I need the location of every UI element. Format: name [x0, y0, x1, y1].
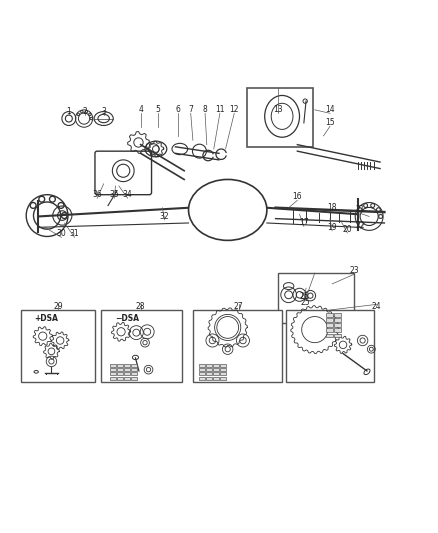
Text: 23: 23: [349, 266, 359, 276]
Bar: [206, 372, 212, 375]
Bar: [278, 273, 354, 323]
Bar: [334, 328, 341, 332]
Bar: [199, 364, 205, 367]
Bar: [199, 368, 205, 371]
Bar: [199, 377, 205, 379]
Text: 18: 18: [328, 203, 337, 212]
Bar: [110, 372, 116, 375]
Bar: [325, 318, 332, 322]
Text: 1: 1: [67, 108, 71, 117]
Bar: [334, 318, 341, 322]
Bar: [206, 364, 212, 367]
Bar: [220, 368, 226, 371]
Text: 29: 29: [53, 302, 63, 311]
Bar: [334, 334, 341, 337]
Text: 8: 8: [203, 106, 208, 114]
Text: 25: 25: [300, 298, 310, 306]
Text: 14: 14: [325, 106, 335, 114]
Text: 27: 27: [234, 302, 244, 311]
Bar: [213, 368, 219, 371]
Text: 32: 32: [160, 212, 170, 221]
Text: 36: 36: [92, 190, 102, 199]
Bar: [199, 372, 205, 375]
Bar: [117, 377, 123, 379]
Bar: [247, 88, 313, 147]
Bar: [325, 328, 332, 332]
Text: 7: 7: [188, 106, 193, 114]
Bar: [131, 364, 137, 367]
Bar: [124, 364, 130, 367]
Bar: [193, 310, 282, 382]
Text: 6: 6: [175, 106, 180, 114]
Text: 24: 24: [372, 302, 381, 311]
Ellipse shape: [188, 180, 267, 240]
Text: −DSA: −DSA: [116, 314, 139, 323]
Bar: [124, 368, 130, 371]
Bar: [213, 364, 219, 367]
Bar: [110, 364, 116, 367]
Bar: [220, 372, 226, 375]
Text: 34: 34: [123, 190, 132, 199]
Text: 35: 35: [110, 190, 120, 199]
Bar: [213, 372, 219, 375]
Text: 4: 4: [138, 106, 143, 114]
Bar: [334, 323, 341, 327]
Text: 30: 30: [57, 229, 66, 238]
Text: 21: 21: [356, 205, 365, 214]
Bar: [334, 313, 341, 317]
Bar: [213, 377, 219, 379]
Bar: [124, 377, 130, 379]
Bar: [124, 372, 130, 375]
Bar: [110, 377, 116, 379]
Text: +DSA: +DSA: [34, 314, 58, 323]
Text: 31: 31: [70, 229, 79, 238]
Bar: [220, 364, 226, 367]
Bar: [325, 323, 332, 327]
Text: 5: 5: [155, 106, 160, 114]
Bar: [131, 372, 137, 375]
Bar: [102, 310, 182, 382]
Bar: [131, 377, 137, 379]
Bar: [110, 368, 116, 371]
Text: 20: 20: [343, 225, 352, 234]
Text: 13: 13: [273, 106, 283, 114]
Text: 22: 22: [356, 221, 365, 230]
Text: 15: 15: [325, 118, 335, 127]
Text: 12: 12: [230, 106, 239, 114]
Bar: [325, 313, 332, 317]
Text: 16: 16: [293, 192, 302, 201]
Text: 19: 19: [327, 223, 337, 232]
Bar: [286, 310, 374, 382]
FancyBboxPatch shape: [95, 151, 152, 195]
Bar: [117, 372, 123, 375]
Bar: [325, 334, 332, 337]
Bar: [117, 368, 123, 371]
Bar: [220, 377, 226, 379]
Bar: [131, 368, 137, 371]
Bar: [206, 368, 212, 371]
Text: 11: 11: [215, 106, 225, 114]
Bar: [206, 377, 212, 379]
Text: 28: 28: [136, 302, 145, 311]
Bar: [117, 364, 123, 367]
Bar: [21, 310, 95, 382]
Text: 25: 25: [299, 293, 309, 302]
Text: 17: 17: [299, 219, 309, 228]
Text: 3: 3: [101, 108, 106, 117]
Text: 2: 2: [83, 108, 87, 117]
